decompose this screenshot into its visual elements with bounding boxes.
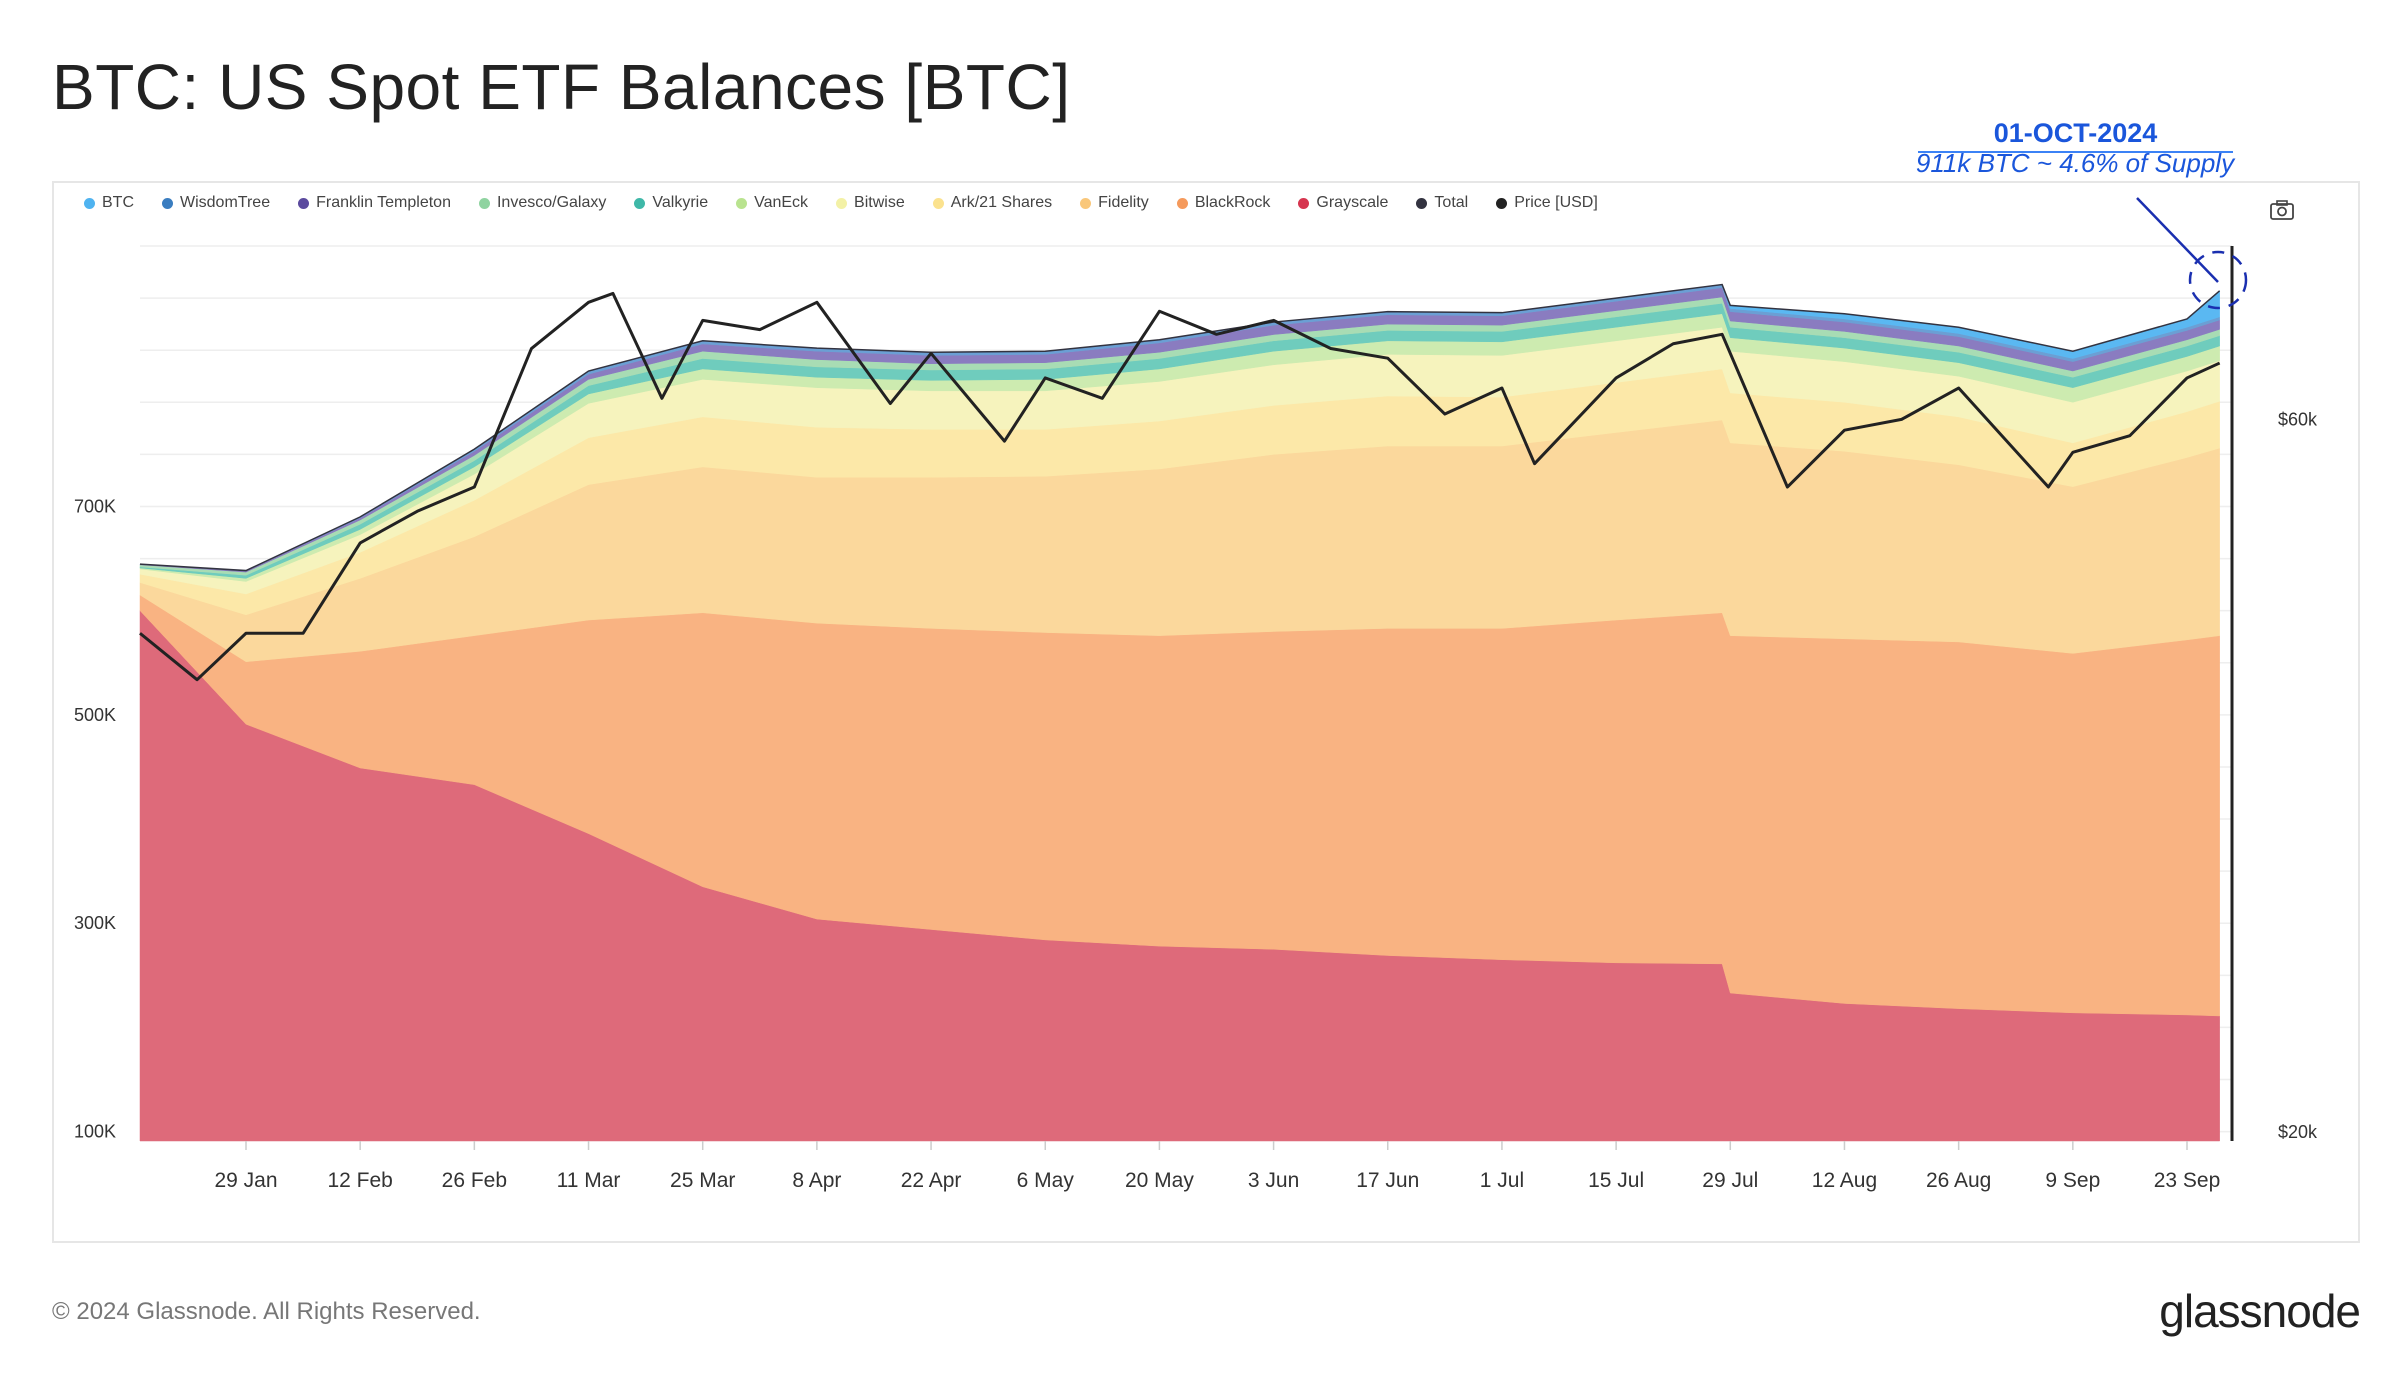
x-tick-label: 3 Jun [1248, 1169, 1299, 1192]
legend-dot-icon [836, 197, 848, 209]
x-tick-label: 8 Apr [792, 1169, 841, 1192]
stacked-areas [139, 283, 2221, 1142]
legend-label: Franklin Templeton [316, 194, 451, 211]
x-tick-label: 17 Jun [1356, 1169, 1419, 1192]
legend-item-price-usd-[interactable]: Price [USD] [1496, 194, 1598, 212]
camera-icon[interactable] [2270, 200, 2294, 220]
x-tick-label: 25 Mar [670, 1169, 735, 1192]
x-tick-label: 9 Sep [2045, 1169, 2100, 1192]
x-tick-label: 11 Mar [557, 1169, 621, 1192]
x-tick-label: 6 May [1017, 1169, 1075, 1192]
copyright: © 2024 Glassnode. All Rights Reserved. [52, 1298, 481, 1325]
legend-label: BlackRock [1194, 194, 1271, 211]
legend-label: VanEck [754, 194, 809, 211]
x-tick-label: 29 Jan [214, 1169, 277, 1192]
legend-label: Total [1434, 194, 1469, 211]
x-tick-label: 29 Jul [1702, 1169, 1758, 1192]
legend-dot-icon [478, 197, 490, 209]
legend-dot-icon [1496, 197, 1508, 209]
legend-label: Invesco/Galaxy [496, 194, 607, 211]
legend-item-wisdomtree[interactable]: WisdomTree [162, 194, 270, 212]
x-tick-label: 12 Aug [1812, 1169, 1877, 1192]
legend-label: Bitwise [854, 194, 905, 211]
x-tick-label: 12 Feb [327, 1169, 392, 1192]
legend-item-invesco-galaxy[interactable]: Invesco/Galaxy [478, 194, 607, 212]
x-tick-label: 26 Aug [1926, 1169, 1991, 1192]
annotation-arrow [2136, 197, 2219, 283]
legend-item-vaneck[interactable]: VanEck [736, 194, 808, 212]
legend-label: Ark/21 Shares [950, 194, 1053, 211]
legend-dot-icon [1298, 197, 1310, 209]
axes: 100K 300K 500K 700K $20k $60k 29 Jan 12 Feb 26 F… [74, 246, 2318, 1192]
legend-label: Price [USD] [1514, 194, 1598, 211]
legend-dot-icon [736, 197, 748, 209]
chart-container [52, 181, 2360, 1243]
price-line-group [139, 291, 2221, 682]
legend-item-grayscale[interactable]: Grayscale [1298, 194, 1388, 212]
legend-label: Grayscale [1316, 194, 1389, 211]
legend-dot-icon [162, 197, 173, 209]
y-right-tick-label: $20k [2278, 1122, 2318, 1142]
legend-item-ark-21-shares[interactable]: Ark/21 Shares [932, 194, 1053, 212]
x-tick-label: 15 Jul [1588, 1169, 1644, 1192]
legend-dot-icon [1416, 197, 1428, 209]
legend-dot-icon [634, 197, 646, 209]
page-title: BTC: US Spot ETF Balances [BTC] [52, 51, 1071, 123]
annotation-marks [2136, 197, 2248, 310]
legend-label: WisdomTree [180, 194, 271, 211]
legend-item-franklin-templeton[interactable]: Franklin Templeton [298, 194, 451, 212]
x-tick-label: 26 Feb [442, 1169, 507, 1192]
legend-dot-icon [1176, 197, 1188, 209]
legend-item-bitwise[interactable]: Bitwise [836, 194, 905, 212]
annotation-text: 911k BTC ~ 4.6% of Supply [1915, 148, 2235, 178]
y-right-tick-label: $60k [2278, 409, 2318, 429]
x-tick-label: 20 May [1125, 1169, 1194, 1192]
legend-dot-icon [298, 197, 310, 209]
legend: BTC WisdomTree Franklin Templeton Invesco/G… [84, 194, 1598, 212]
y-tick-label: 300K [74, 913, 116, 933]
legend-label: Valkyrie [652, 194, 709, 211]
legend-item-valkyrie[interactable]: Valkyrie [634, 194, 708, 212]
x-tick-label: 23 Sep [2154, 1169, 2221, 1192]
annotation-date: 01-OCT-2024 [1918, 118, 2233, 153]
y-tick-label: 500K [74, 705, 116, 725]
legend-label: Fidelity [1098, 194, 1149, 211]
legend-item-btc[interactable]: BTC [84, 194, 134, 212]
legend-dot-icon [1080, 197, 1092, 209]
legend-dot-icon [84, 197, 95, 209]
annotation-circle [2188, 250, 2248, 310]
glassnode-logo[interactable]: glassnode [2159, 1285, 2361, 1337]
legend-dot-icon [932, 197, 944, 209]
y-tick-label: 700K [74, 496, 116, 516]
legend-item-fidelity[interactable]: Fidelity [1080, 194, 1149, 212]
legend-label: BTC [102, 194, 134, 211]
legend-item-blackrock[interactable]: BlackRock [1176, 194, 1271, 212]
legend-item-total[interactable]: Total [1416, 194, 1468, 212]
y-tick-label: 100K [74, 1122, 116, 1142]
price-line[interactable] [139, 291, 2221, 682]
x-tick-label: 22 Apr [901, 1169, 962, 1192]
x-tick-label: 1 Jul [1480, 1169, 1524, 1192]
